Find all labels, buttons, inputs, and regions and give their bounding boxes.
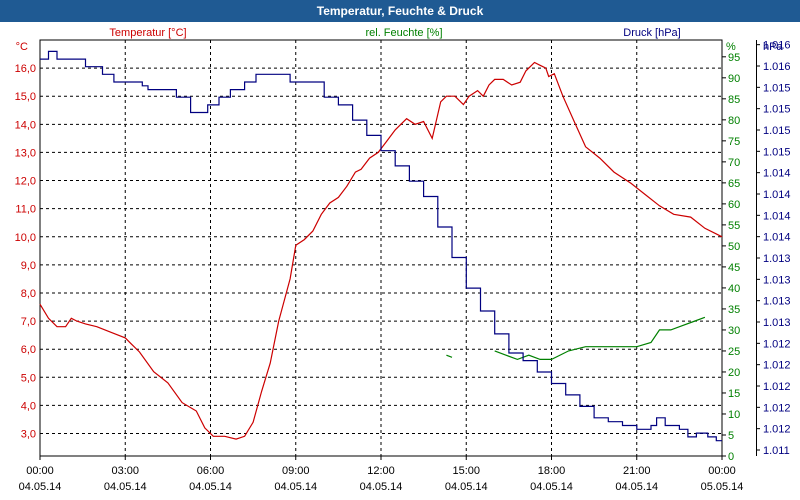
temperature-tick-label: 11,0 [15, 204, 36, 216]
humidity-tick-label: 40 [728, 283, 740, 295]
temperature-tick-label: 4,0 [21, 400, 36, 412]
temperature-tick-label: 15,0 [15, 91, 36, 103]
x-tick-date-label: 05.05.14 [701, 481, 744, 493]
humidity-tick-label: 20 [728, 367, 740, 379]
x-tick-date-label: 04.05.14 [530, 481, 573, 493]
temperature-tick-label: 10,0 [15, 232, 36, 244]
pressure-tick-label: 1.013 [763, 317, 791, 329]
pressure-tick-label: 1.014 [763, 168, 791, 180]
humidity-tick-label: 65 [728, 178, 740, 190]
pressure-tick-label: 1.015 [763, 104, 791, 116]
humidity-line-segment [494, 316, 706, 361]
chart-title: Temperatur, Feuchte & Druck [0, 0, 800, 22]
temperature-axis-title: Temperatur [°C] [109, 27, 186, 39]
temperature-tick-label: 3,0 [21, 429, 36, 441]
temperature-tick-label: 6,0 [21, 344, 36, 356]
pressure-tick-label: 1.012 [763, 402, 791, 414]
x-tick-date-label: 04.05.14 [360, 481, 403, 493]
x-axis: 00:00 04.05.14 03:00 04.05.14 06:00 04.05.14 0… [19, 456, 744, 493]
humidity-unit-label: % [726, 41, 736, 53]
x-tick-date-label: 04.05.14 [189, 481, 232, 493]
x-tick-time-label: 18:00 [538, 465, 566, 477]
x-tick-date-label: 04.05.14 [274, 481, 317, 493]
humidity-tick-label: 90 [728, 73, 740, 85]
weather-chart: °C Temperatur [°C] 3,0 4,0 5,0 6,0 7,0 8,0 9,0… [15, 27, 791, 493]
humidity-axis: % rel. Feuchte [%] 0 5 10 15 20 25 30 35 40 45 50 5… [365, 27, 740, 463]
x-tick-time-label: 06:00 [197, 465, 225, 477]
humidity-tick-label: 5 [728, 430, 734, 442]
x-tick-date-label: 04.05.14 [615, 481, 658, 493]
x-tick-time-label: 12:00 [367, 465, 395, 477]
humidity-tick-label: 35 [728, 304, 740, 316]
x-tick-date-label: 04.05.14 [19, 481, 62, 493]
pressure-tick-label: 1.013 [763, 253, 791, 265]
pressure-tick-label: 1.014 [763, 189, 791, 201]
humidity-tick-label: 75 [728, 136, 740, 148]
temperature-axis: °C Temperatur [°C] 3,0 4,0 5,0 6,0 7,0 8,0 9,0… [15, 27, 187, 441]
pressure-unit-label: hPa [763, 41, 783, 53]
series-layer [39, 50, 723, 442]
humidity-tick-label: 0 [728, 451, 734, 463]
x-tick-time-label: 00:00 [708, 465, 736, 477]
temperature-tick-label: 9,0 [21, 260, 36, 272]
humidity-tick-label: 60 [728, 199, 740, 211]
humidity-tick-label: 70 [728, 157, 740, 169]
x-tick-time-label: 21:00 [623, 465, 651, 477]
humidity-axis-title: rel. Feuchte [%] [365, 27, 442, 39]
pressure-tick-label: 1.013 [763, 296, 791, 308]
x-tick-date-label: 04.05.14 [445, 481, 488, 493]
humidity-tick-label: 95 [728, 52, 740, 64]
humidity-tick-label: 55 [728, 220, 740, 232]
humidity-tick-label: 10 [728, 409, 740, 421]
pressure-axis-divider [756, 40, 757, 456]
pressure-tick-label: 1.015 [763, 125, 791, 137]
humidity-tick-label: 30 [728, 325, 740, 337]
humidity-tick-label: 15 [728, 388, 740, 400]
humidity-tick-label: 80 [728, 115, 740, 127]
pressure-axis: hPa Druck [hPa] 1.011 1.012 1.012 1.012 1.01… [623, 27, 790, 457]
humidity-tick-label: 45 [728, 262, 740, 274]
temperature-tick-label: 13,0 [15, 147, 36, 159]
x-tick-time-label: 15:00 [452, 465, 480, 477]
pressure-tick-label: 1.016 [763, 40, 791, 52]
pressure-axis-title: Druck [hPa] [623, 27, 680, 39]
pressure-tick-label: 1.012 [763, 338, 791, 350]
temperature-line [39, 61, 723, 440]
pressure-tick-label: 1.015 [763, 146, 791, 158]
pressure-tick-label: 1.013 [763, 274, 791, 286]
x-tick-time-label: 00:00 [26, 465, 54, 477]
x-tick-date-label: 04.05.14 [104, 481, 147, 493]
pressure-tick-label: 1.011 [763, 445, 790, 457]
humidity-tick-label: 25 [728, 346, 740, 358]
humidity-tick-label: 50 [728, 241, 740, 253]
x-tick-time-label: 09:00 [282, 465, 310, 477]
pressure-line [40, 50, 722, 442]
humidity-line-segment [446, 354, 453, 358]
pressure-tick-label: 1.016 [763, 61, 791, 73]
pressure-tick-label: 1.015 [763, 82, 791, 94]
temperature-tick-label: 7,0 [21, 316, 36, 328]
temperature-tick-label: 12,0 [15, 176, 36, 188]
pressure-tick-label: 1.012 [763, 424, 791, 436]
pressure-tick-label: 1.012 [763, 360, 791, 372]
temperature-tick-label: 14,0 [15, 119, 36, 131]
pressure-tick-label: 1.014 [763, 232, 791, 244]
humidity-tick-label: 85 [728, 94, 740, 106]
temperature-tick-label: 5,0 [21, 372, 36, 384]
x-tick-time-label: 03:00 [111, 465, 139, 477]
plot-frame [39, 39, 723, 457]
temperature-tick-label: 16,0 [15, 63, 36, 75]
pressure-tick-label: 1.014 [763, 210, 791, 222]
pressure-tick-label: 1.012 [763, 381, 791, 393]
temperature-unit-label: °C [16, 41, 28, 53]
temperature-tick-label: 8,0 [21, 288, 36, 300]
